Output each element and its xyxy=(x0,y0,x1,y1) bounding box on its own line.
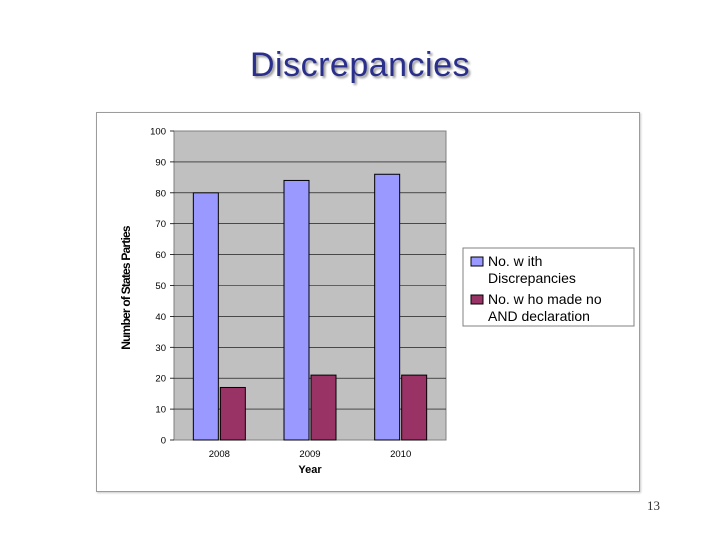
bars xyxy=(192,173,428,441)
bar xyxy=(192,192,219,441)
bar xyxy=(374,173,401,441)
legend-label: AND declaration xyxy=(488,308,590,324)
chart-frame: 0 10 20 30 40 50 60 70 80 90 100 2008 2009 2010 Year… xyxy=(96,112,640,492)
bar xyxy=(283,179,310,441)
x-tick-label: 2009 xyxy=(299,449,320,460)
y-tick-label: 20 xyxy=(155,374,166,385)
x-axis-label: Year xyxy=(298,464,322,476)
legend-label: No. w ho made no xyxy=(488,291,602,307)
legend-swatch xyxy=(470,294,484,305)
y-tick-label: 90 xyxy=(155,157,166,168)
slide-title: Discrepancies xyxy=(249,46,471,84)
y-tick-label: 60 xyxy=(155,250,166,261)
bar xyxy=(310,374,337,441)
y-tick-label: 80 xyxy=(155,188,166,199)
y-tick-label: 0 xyxy=(161,436,166,447)
y-tick-label: 70 xyxy=(155,219,166,230)
x-tick-labels: 2008 2009 2010 xyxy=(209,449,411,460)
y-tick-label: 10 xyxy=(155,405,166,416)
legend-box xyxy=(462,247,635,327)
y-tick-labels: 0 10 20 30 40 50 60 70 80 90 100 xyxy=(150,127,166,447)
y-tick-label: 40 xyxy=(155,312,166,323)
x-tick-label: 2008 xyxy=(209,449,230,460)
y-axis-label: Number of States Parties xyxy=(119,225,133,350)
x-tick-label: 2010 xyxy=(390,449,411,460)
bar-chart: 0 10 20 30 40 50 60 70 80 90 100 2008 2009 2010 Year… xyxy=(119,127,635,476)
gridlines xyxy=(170,130,446,441)
legend-swatch xyxy=(470,256,484,267)
legend-label: No. w ith xyxy=(488,253,542,269)
bar xyxy=(401,374,428,441)
bar xyxy=(219,386,246,441)
page-number: 13 xyxy=(647,498,660,513)
legend-label: Discrepancies xyxy=(488,270,576,286)
y-tick-label: 30 xyxy=(155,343,166,354)
y-tick-label: 50 xyxy=(155,281,166,292)
y-tick-label: 100 xyxy=(150,127,166,138)
